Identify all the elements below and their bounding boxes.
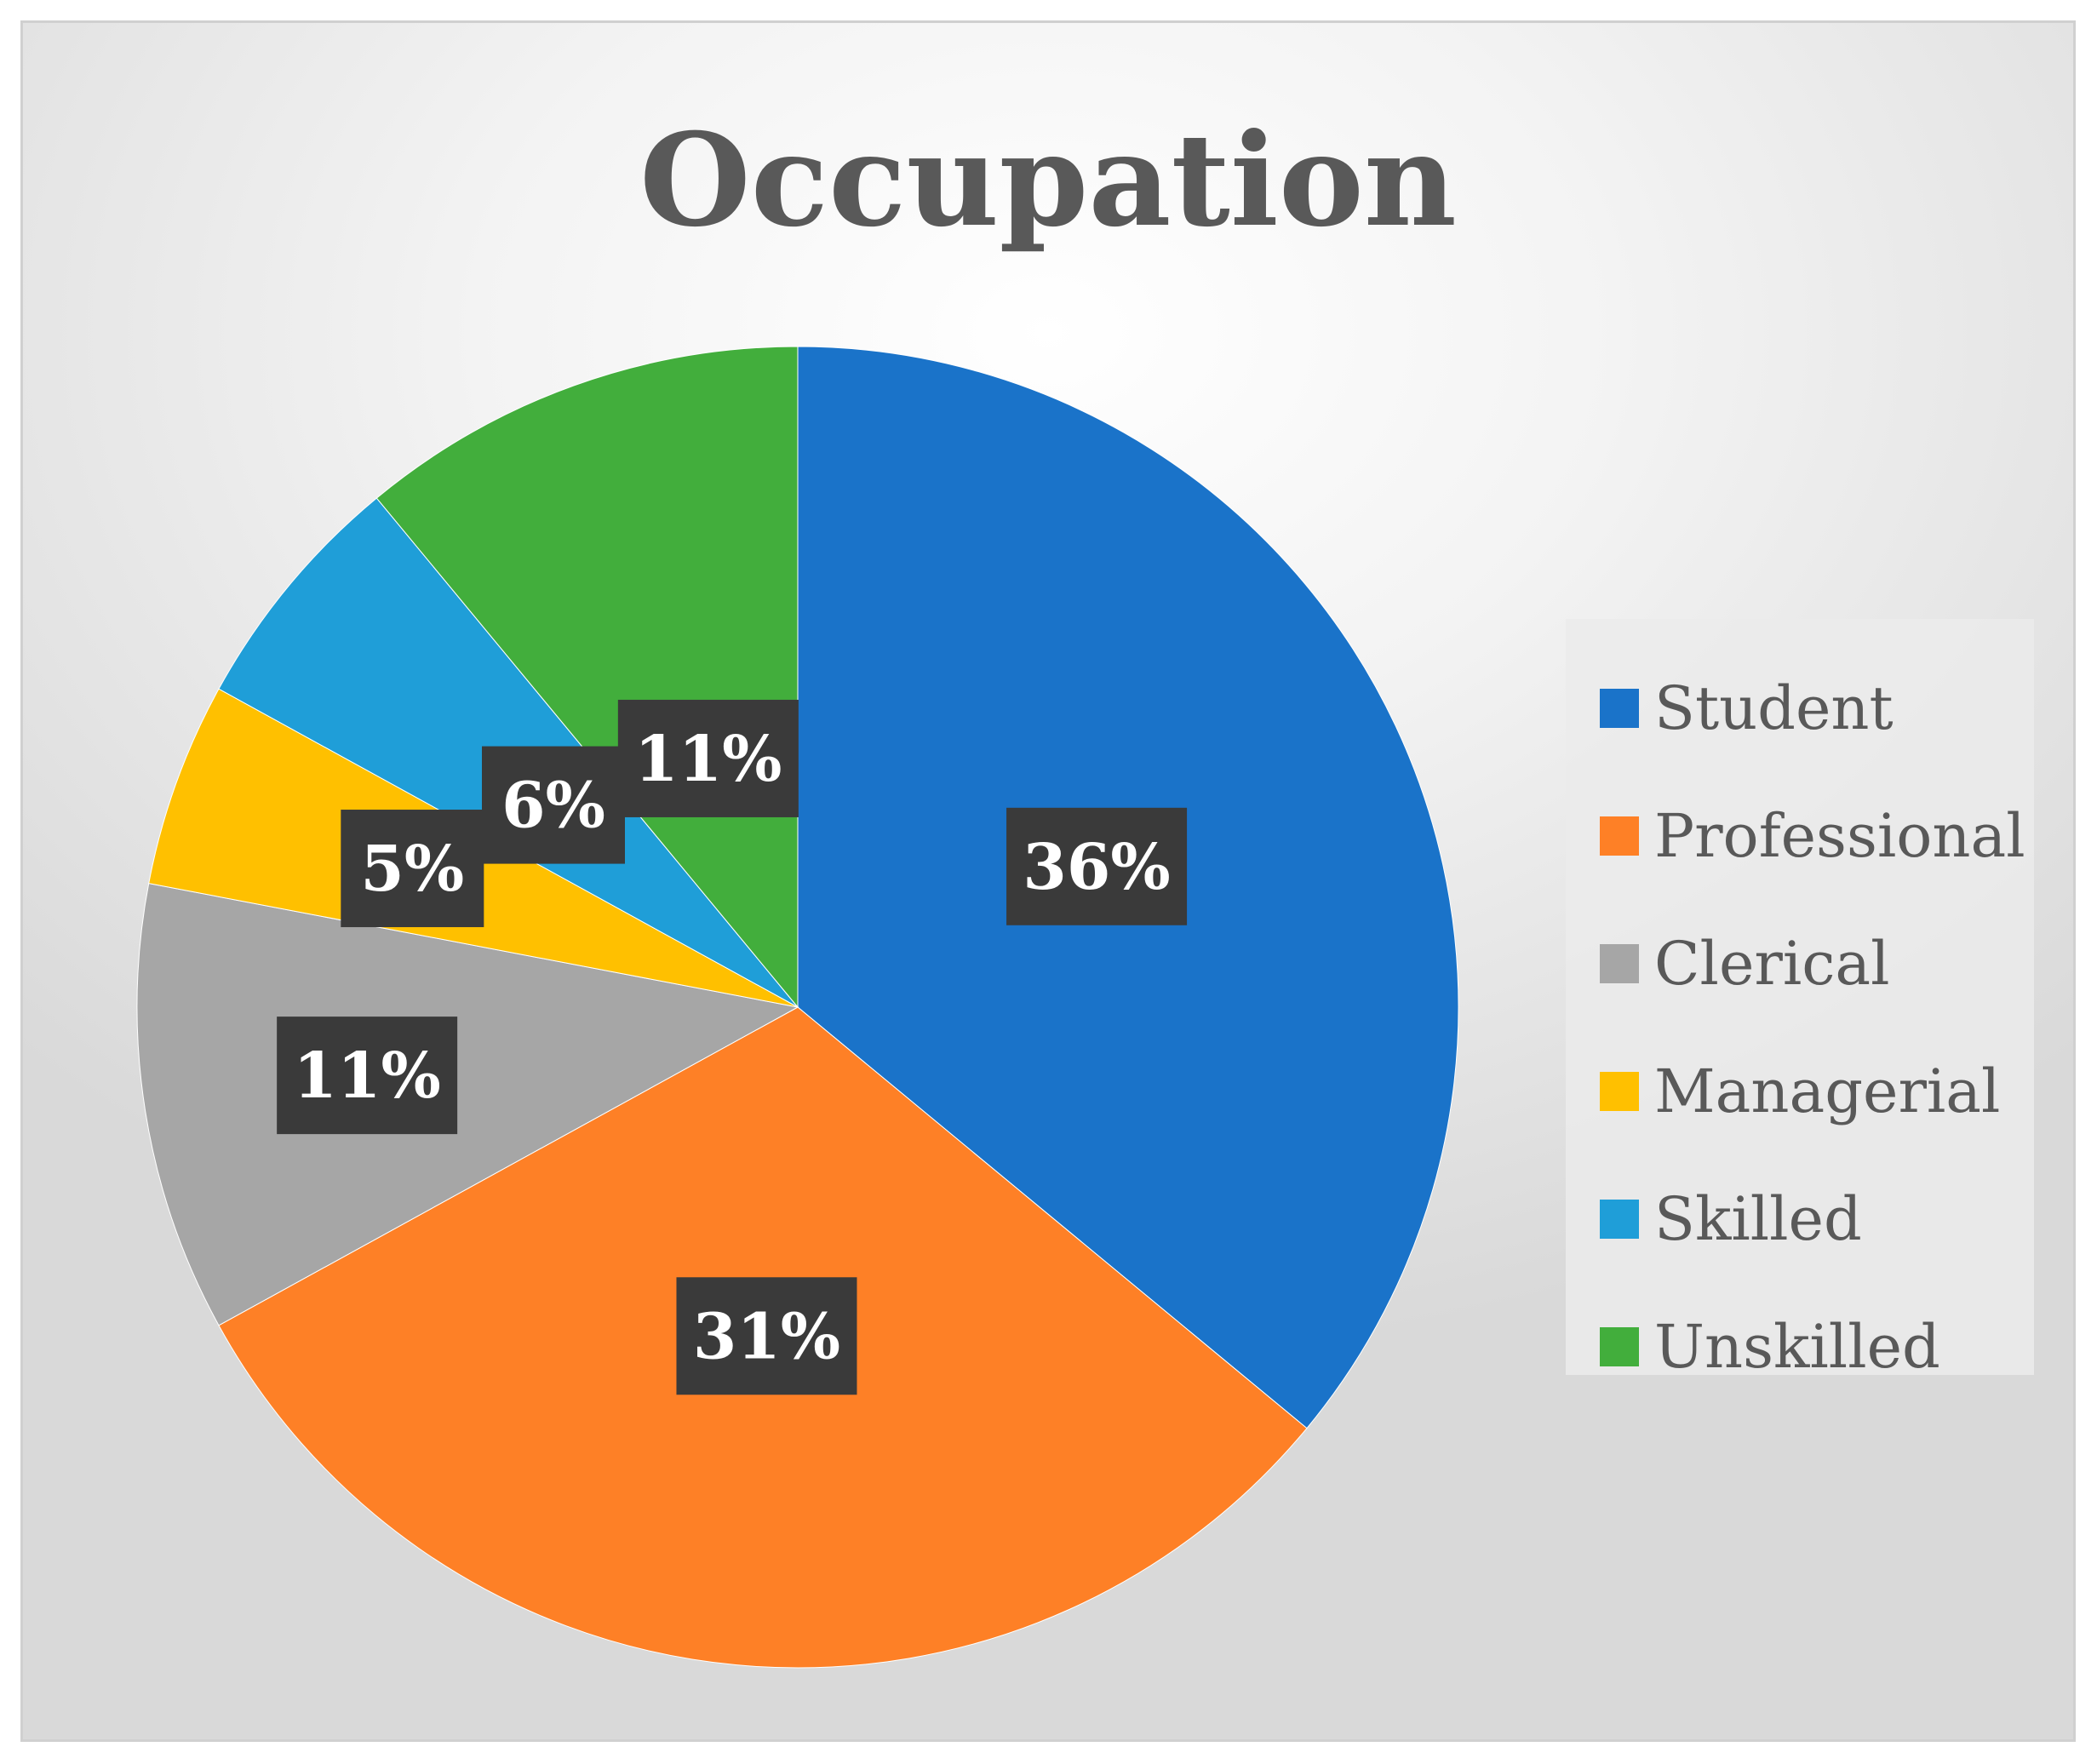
legend-item-student: Student (1566, 644, 2034, 772)
legend-item-unskilled: Unskilled (1566, 1283, 2034, 1411)
legend-item-professional: Professional (1566, 772, 2034, 900)
legend-item-managerial: Managerial (1566, 1028, 2034, 1155)
legend-swatch-managerial (1600, 1072, 1639, 1111)
legend-swatch-skilled (1600, 1200, 1639, 1239)
data-label-clerical: 11% (277, 1017, 458, 1135)
legend-label-student: Student (1654, 673, 1894, 743)
legend-item-skilled: Skilled (1566, 1155, 2034, 1283)
data-label-text: 36% (1023, 831, 1170, 904)
legend-label-professional: Professional (1654, 801, 2025, 871)
data-label-student: 36% (1006, 807, 1188, 925)
legend-swatch-unskilled (1600, 1327, 1639, 1366)
legend-label-managerial: Managerial (1654, 1057, 2001, 1126)
data-label-unskilled: 11% (617, 699, 799, 817)
legend-swatch-student (1600, 689, 1639, 728)
legend-label-skilled: Skilled (1654, 1184, 1862, 1254)
legend: Student Professional Clerical Managerial… (1566, 619, 2034, 1382)
legend-label-clerical: Clerical (1654, 929, 1890, 999)
data-label-text: 6% (501, 770, 605, 843)
data-label-text: 31% (693, 1300, 840, 1373)
data-label-managerial: 5% (341, 810, 484, 928)
legend-swatch-clerical (1600, 944, 1639, 983)
legend-label-unskilled: Unskilled (1654, 1312, 1940, 1382)
pie-slice-unskilled (375, 346, 799, 1009)
data-label-text: 11% (634, 723, 782, 796)
data-label-box (676, 1277, 857, 1395)
pie-slice-clerical (136, 883, 799, 1326)
legend-swatch-professional (1600, 816, 1639, 856)
data-label-text: 5% (360, 833, 464, 906)
data-label-box (617, 699, 799, 817)
pie-chart: 36% 31% 11% 5% 6% 11% (136, 346, 1459, 1669)
data-label-box (341, 810, 484, 928)
data-label-box (481, 746, 625, 864)
data-label-professional: 31% (676, 1277, 857, 1395)
chart-title: Occupation (639, 106, 1457, 255)
legend-item-clerical: Clerical (1566, 900, 2034, 1028)
data-label-box (1006, 807, 1188, 925)
data-label-box (277, 1017, 458, 1135)
data-label-text: 11% (293, 1040, 440, 1113)
chart-frame: Occupation 36% 31% 11% 5% 6% 11% Student Prof… (20, 20, 2076, 1742)
data-label-skilled: 6% (481, 746, 625, 864)
